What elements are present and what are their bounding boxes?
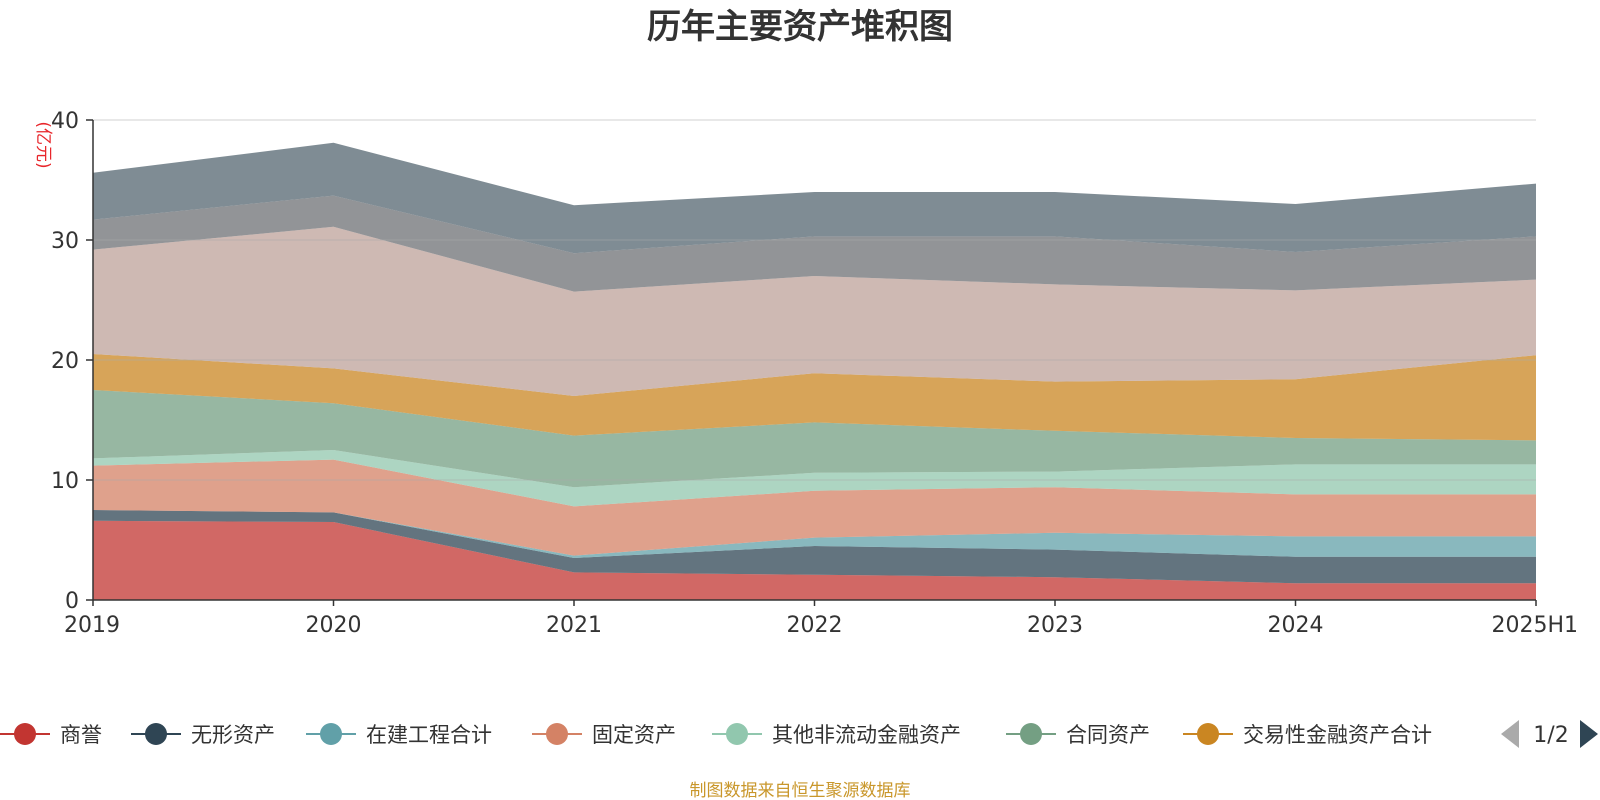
area-series-5 bbox=[93, 450, 1536, 507]
area-series-9 bbox=[93, 195, 1536, 292]
gridlines bbox=[93, 119, 1536, 481]
legend-next-page-icon[interactable] bbox=[1580, 720, 1598, 748]
legend-marker-icon bbox=[726, 723, 748, 745]
y-tick-label: 20 bbox=[51, 349, 79, 374]
legend-label: 其他非流动金融资产 bbox=[772, 723, 961, 747]
legend-label: 商誉 bbox=[60, 723, 102, 747]
legend-marker-icon bbox=[320, 723, 342, 745]
x-tick-label: 2019 bbox=[64, 613, 120, 638]
legend-label: 交易性金融资产合计 bbox=[1243, 723, 1432, 747]
y-tick-label: 10 bbox=[51, 469, 79, 494]
axes: 0 10 20 30 40 2019 2020 2021 2022 2023 2024 2025H1 bbox=[51, 109, 1578, 638]
legend-label: 在建工程合计 bbox=[366, 723, 492, 747]
legend-marker-icon bbox=[1020, 723, 1042, 745]
legend-label: 合同资产 bbox=[1066, 723, 1150, 747]
area-series-2 bbox=[93, 510, 1536, 584]
legend-item[interactable]: 在建工程合计 bbox=[306, 723, 492, 747]
legend-item[interactable]: 交易性金融资产合计 bbox=[1183, 723, 1432, 747]
legend-marker-icon bbox=[145, 723, 167, 745]
legend-prev-page-icon[interactable] bbox=[1501, 720, 1519, 748]
legend-item[interactable]: 商誉 bbox=[0, 723, 102, 747]
x-tick-label: 2022 bbox=[787, 613, 843, 638]
y-tick-label: 40 bbox=[51, 109, 79, 134]
area-series-10 bbox=[93, 142, 1536, 254]
legend-label: 无形资产 bbox=[191, 723, 275, 747]
x-tick-label: 2024 bbox=[1268, 613, 1324, 638]
area-series-7 bbox=[93, 354, 1536, 441]
area-series-8 bbox=[93, 226, 1536, 396]
legend-item[interactable]: 无形资产 bbox=[131, 723, 275, 747]
legend-item[interactable]: 合同资产 bbox=[1006, 723, 1150, 747]
chart-title: 历年主要资产堆积图 bbox=[647, 7, 953, 47]
legend-marker-icon bbox=[14, 723, 36, 745]
x-tick-label: 2021 bbox=[546, 613, 602, 638]
area-series-6 bbox=[93, 390, 1536, 488]
area-series bbox=[93, 142, 1536, 600]
legend-page-indicator: 1/2 bbox=[1533, 723, 1568, 748]
y-tick-label: 30 bbox=[51, 229, 79, 254]
area-series-3 bbox=[93, 510, 1536, 558]
legend-marker-icon bbox=[546, 723, 568, 745]
legend-item[interactable]: 其他非流动金融资产 bbox=[712, 723, 961, 747]
x-tick-label: 2023 bbox=[1027, 613, 1083, 638]
legend-label: 固定资产 bbox=[592, 723, 676, 747]
legend-item[interactable]: 固定资产 bbox=[532, 723, 676, 747]
x-tick-label: 2025H1 bbox=[1491, 613, 1578, 638]
data-source-note: 制图数据来自恒生聚源数据库 bbox=[690, 781, 911, 800]
legend-pager: 1/2 bbox=[1501, 720, 1598, 748]
x-tick-label: 2020 bbox=[306, 613, 362, 638]
legend-marker-icon bbox=[1197, 723, 1219, 745]
y-tick-label: 0 bbox=[65, 589, 79, 614]
legend: 商誉 无形资产 在建工程合计 固定资产 其他非流动金融资产 合同资产 交易性金融资产合计 bbox=[0, 723, 1432, 747]
area-series-4 bbox=[93, 459, 1536, 556]
y-axis-unit-label: (亿元) bbox=[33, 121, 53, 168]
